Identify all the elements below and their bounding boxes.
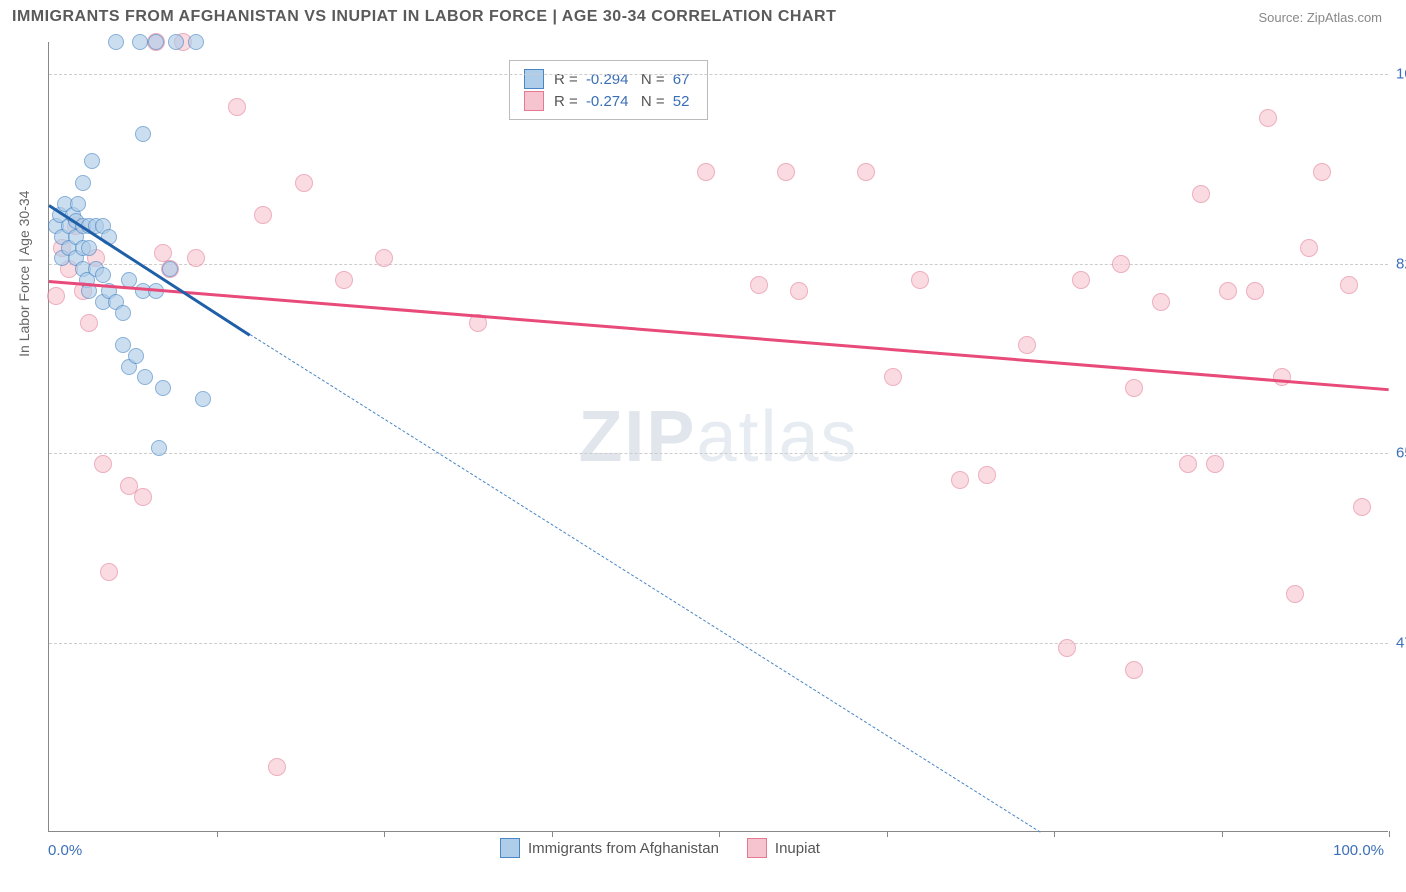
- scatter-point: [128, 348, 144, 364]
- chart-title: IMMIGRANTS FROM AFGHANISTAN VS INUPIAT I…: [12, 8, 836, 26]
- legend-label-afghanistan: Immigrants from Afghanistan: [528, 840, 719, 857]
- scatter-point: [857, 163, 875, 181]
- scatter-point: [188, 34, 204, 50]
- legend-row-1: R = -0.294 N = 67: [524, 69, 693, 89]
- y-tick-label: 100.0%: [1396, 66, 1406, 83]
- scatter-point: [195, 391, 211, 407]
- scatter-point: [134, 488, 152, 506]
- scatter-point: [47, 287, 65, 305]
- legend-label-inupiat: Inupiat: [775, 840, 820, 857]
- scatter-point: [1179, 455, 1197, 473]
- legend-swatch-blue: [524, 69, 544, 89]
- scatter-point: [115, 305, 131, 321]
- scatter-point: [1259, 109, 1277, 127]
- scatter-point: [81, 240, 97, 256]
- legend-swatch-pink: [524, 91, 544, 111]
- scatter-point: [335, 271, 353, 289]
- scatter-point: [1018, 336, 1036, 354]
- scatter-point: [1286, 585, 1304, 603]
- x-tick-mark: [887, 831, 888, 837]
- scatter-point: [1340, 276, 1358, 294]
- scatter-point: [187, 249, 205, 267]
- y-tick-label: 65.0%: [1396, 445, 1406, 462]
- scatter-point: [84, 153, 100, 169]
- gridline-horizontal: [49, 74, 1388, 75]
- scatter-point: [268, 758, 286, 776]
- scatter-point: [1125, 379, 1143, 397]
- scatter-point: [151, 440, 167, 456]
- scatter-point: [697, 163, 715, 181]
- x-tick-mark: [552, 831, 553, 837]
- trend-line: [250, 334, 1041, 833]
- x-axis-min-label: 0.0%: [48, 842, 82, 859]
- scatter-point: [100, 563, 118, 581]
- x-tick-mark: [384, 831, 385, 837]
- scatter-point: [254, 206, 272, 224]
- scatter-point: [168, 34, 184, 50]
- scatter-point: [978, 466, 996, 484]
- x-tick-mark: [1389, 831, 1390, 837]
- gridline-horizontal: [49, 643, 1388, 644]
- x-tick-mark: [217, 831, 218, 837]
- scatter-point: [1273, 368, 1291, 386]
- scatter-point: [1353, 498, 1371, 516]
- scatter-point: [94, 455, 112, 473]
- scatter-point: [951, 471, 969, 489]
- scatter-point: [132, 34, 148, 50]
- legend-item-afghanistan: Immigrants from Afghanistan: [500, 838, 719, 858]
- scatter-point: [148, 34, 164, 50]
- scatter-point: [1058, 639, 1076, 657]
- scatter-point: [1246, 282, 1264, 300]
- scatter-point: [295, 174, 313, 192]
- y-tick-label: 82.5%: [1396, 255, 1406, 272]
- watermark-text: ZIPatlas: [578, 396, 858, 478]
- scatter-point: [80, 314, 98, 332]
- scatter-point: [790, 282, 808, 300]
- chart-plot-area: ZIPatlas R = -0.294 N = 67 R = -0.274 N …: [48, 42, 1388, 832]
- scatter-point: [1300, 239, 1318, 257]
- scatter-point: [95, 267, 111, 283]
- scatter-point: [155, 380, 171, 396]
- y-tick-label: 47.5%: [1396, 634, 1406, 651]
- scatter-point: [70, 196, 86, 212]
- legend-row-2: R = -0.274 N = 52: [524, 91, 693, 111]
- scatter-point: [777, 163, 795, 181]
- scatter-point: [1112, 255, 1130, 273]
- scatter-point: [1072, 271, 1090, 289]
- scatter-point: [1152, 293, 1170, 311]
- scatter-point: [162, 261, 178, 277]
- scatter-point: [1313, 163, 1331, 181]
- scatter-point: [1125, 661, 1143, 679]
- legend-item-inupiat: Inupiat: [747, 838, 820, 858]
- scatter-point: [750, 276, 768, 294]
- x-tick-mark: [1222, 831, 1223, 837]
- y-axis-label: In Labor Force | Age 30-34: [16, 191, 32, 357]
- scatter-point: [1219, 282, 1237, 300]
- legend-swatch-pink-2: [747, 838, 767, 858]
- scatter-point: [228, 98, 246, 116]
- x-tick-mark: [719, 831, 720, 837]
- scatter-point: [115, 337, 131, 353]
- scatter-point: [911, 271, 929, 289]
- x-tick-mark: [1054, 831, 1055, 837]
- scatter-point: [1206, 455, 1224, 473]
- correlation-legend: R = -0.294 N = 67 R = -0.274 N = 52: [509, 60, 708, 120]
- scatter-point: [1192, 185, 1210, 203]
- source-attribution: Source: ZipAtlas.com: [1258, 10, 1382, 25]
- scatter-point: [375, 249, 393, 267]
- scatter-point: [137, 369, 153, 385]
- scatter-point: [884, 368, 902, 386]
- legend-swatch-blue-2: [500, 838, 520, 858]
- x-axis-max-label: 100.0%: [1333, 842, 1384, 859]
- scatter-point: [108, 34, 124, 50]
- scatter-point: [135, 126, 151, 142]
- scatter-point: [75, 175, 91, 191]
- series-legend: Immigrants from Afghanistan Inupiat: [500, 838, 820, 858]
- gridline-horizontal: [49, 264, 1388, 265]
